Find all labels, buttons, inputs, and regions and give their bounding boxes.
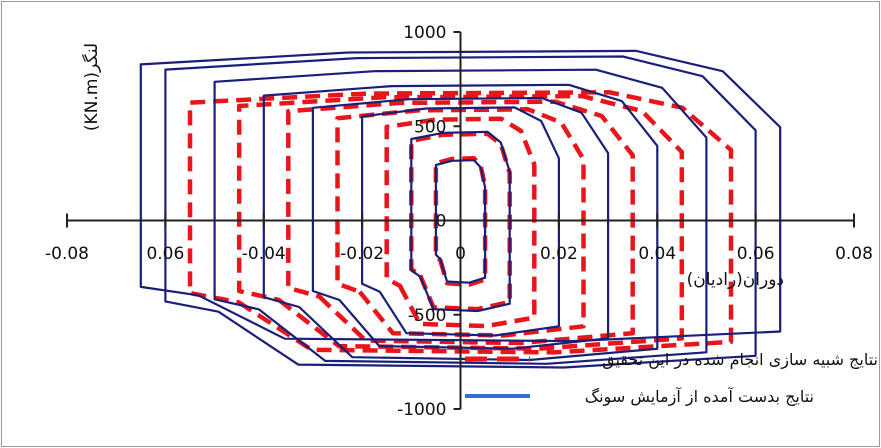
experiment-loop-3 bbox=[361, 106, 560, 337]
x-tick-label: -0.08 bbox=[45, 244, 89, 264]
tick-labels: -0.08 0.06 -0.04 -0.02 0 0.02 0.04 0.06 0.08 1000… bbox=[45, 23, 873, 420]
experiment-loop-4 bbox=[311, 96, 610, 350]
experiment-loop-1 bbox=[434, 159, 487, 284]
legend-label-experiment: نتایج بدست آمده از آزمایش سونگ bbox=[585, 387, 814, 407]
x-axis-title: دوران(رادیان) bbox=[687, 270, 784, 290]
experiment-loop-2 bbox=[410, 130, 511, 313]
simulation-loop-3 bbox=[384, 116, 537, 329]
x-tick-label: 0.06 bbox=[737, 244, 775, 264]
x-tick-label: 0 bbox=[455, 244, 466, 264]
x-tick-label: 0.08 bbox=[835, 244, 873, 264]
x-tick-label: 0.04 bbox=[638, 244, 676, 264]
experiment-loop-7 bbox=[164, 55, 757, 369]
simulation-loop-5 bbox=[286, 99, 635, 346]
y-tick-label: 1000 bbox=[403, 23, 446, 43]
y-tick-label: -1000 bbox=[397, 400, 446, 420]
y-tick-label: 0 bbox=[436, 212, 447, 232]
y-tick-label: 500 bbox=[414, 117, 446, 137]
x-tick-label: 0.02 bbox=[540, 244, 578, 264]
simulation-loop-7 bbox=[187, 90, 734, 355]
y-axis-title: لنگر(KN.m) bbox=[81, 43, 102, 131]
legend-label-simulation: نتایج شبیه سازی انجام شده در این تحقیق bbox=[602, 350, 878, 370]
x-tick-label: -0.04 bbox=[242, 244, 286, 264]
x-tick-label: -0.02 bbox=[340, 244, 384, 264]
hysteresis-loops bbox=[139, 49, 782, 369]
x-tick-label: 0.06 bbox=[146, 244, 184, 264]
experiment-loop-8 bbox=[139, 49, 782, 343]
y-tick-label: -500 bbox=[408, 306, 447, 326]
legend: نتایج شبیه سازی انجام شده در این تحقیق ن… bbox=[465, 350, 878, 407]
experiment-loop-6 bbox=[213, 68, 708, 365]
axes bbox=[66, 31, 855, 410]
